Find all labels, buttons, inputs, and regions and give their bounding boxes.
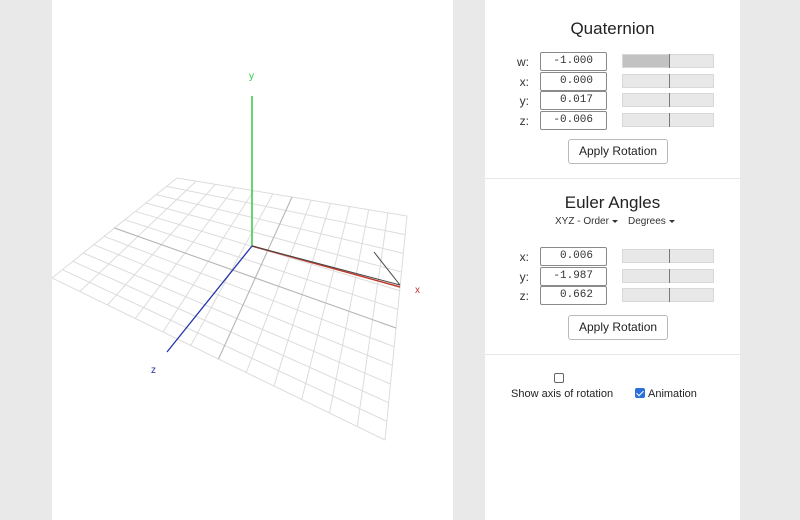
value-slider[interactable]: [622, 288, 714, 302]
chevron-down-icon: [611, 219, 618, 223]
slider-fill: [623, 55, 669, 67]
field-label: w:: [517, 55, 529, 69]
euler-order-label: XYZ - Order: [555, 216, 609, 227]
quaternion-title: Quaternion: [570, 19, 655, 38]
value-input[interactable]: -1.987: [540, 266, 607, 286]
chevron-down-icon: [668, 219, 675, 223]
slider-handle[interactable]: [669, 268, 670, 283]
value-input[interactable]: 0.017: [540, 91, 607, 110]
z-axis-label: z: [151, 365, 156, 376]
slider-handle[interactable]: [669, 288, 670, 302]
ground-grid: [52, 177, 408, 441]
euler-order-dropdown[interactable]: XYZ - Order: [555, 216, 618, 227]
section-divider: [485, 354, 740, 355]
rotation-vector-line: [251, 245, 401, 286]
slider-handle[interactable]: [669, 54, 670, 68]
value-input[interactable]: -0.006: [540, 110, 607, 130]
x-axis-label: x: [415, 285, 420, 296]
grid-center-line: [114, 227, 397, 329]
section-divider: [485, 178, 740, 179]
scene-canvas: y x z: [52, 71, 420, 441]
value-input[interactable]: 0.006: [540, 247, 607, 266]
slider-handle[interactable]: [669, 249, 670, 263]
value-slider[interactable]: [622, 93, 714, 107]
slider-handle[interactable]: [669, 93, 670, 107]
angle-unit-label: Degrees: [628, 216, 666, 227]
field-label: x:: [519, 74, 529, 89]
field-label: z:: [519, 113, 529, 128]
show-axis-checkbox[interactable]: [554, 373, 564, 383]
euler-angles-title: Euler Angles: [564, 193, 661, 212]
euler-apply-rotation-button[interactable]: Apply Rotation: [568, 315, 669, 340]
field-label: z:: [519, 289, 529, 303]
z-axis-line: [166, 245, 253, 353]
field-label: x:: [519, 250, 529, 264]
quaternion-apply-rotation-button[interactable]: Apply Rotation: [568, 139, 669, 164]
animation-label: Animation: [648, 388, 697, 400]
show-axis-label: Show axis of rotation: [511, 388, 614, 400]
value-slider[interactable]: [622, 73, 714, 88]
value-slider[interactable]: [622, 249, 714, 263]
animation-checkbox[interactable]: [635, 388, 645, 398]
value-input[interactable]: -1.000: [540, 52, 607, 71]
field-label: y:: [519, 269, 529, 284]
value-slider[interactable]: [622, 112, 714, 127]
value-input[interactable]: 0.000: [540, 71, 607, 91]
angle-unit-dropdown[interactable]: Degrees: [628, 216, 675, 227]
slider-handle[interactable]: [669, 112, 670, 127]
3d-viewport[interactable]: y x z: [52, 0, 453, 520]
value-slider[interactable]: [622, 54, 714, 68]
rotation-vector-tip-line: [373, 251, 401, 286]
control-panel: Quaternion w: -1.000 x: 0.000 y: 0.017 z: -0.00…: [485, 0, 740, 520]
value-slider[interactable]: [622, 268, 714, 283]
slider-handle[interactable]: [669, 73, 670, 88]
field-label: y:: [519, 94, 529, 108]
value-input[interactable]: 0.662: [540, 286, 607, 305]
y-axis-label: y: [249, 71, 254, 82]
